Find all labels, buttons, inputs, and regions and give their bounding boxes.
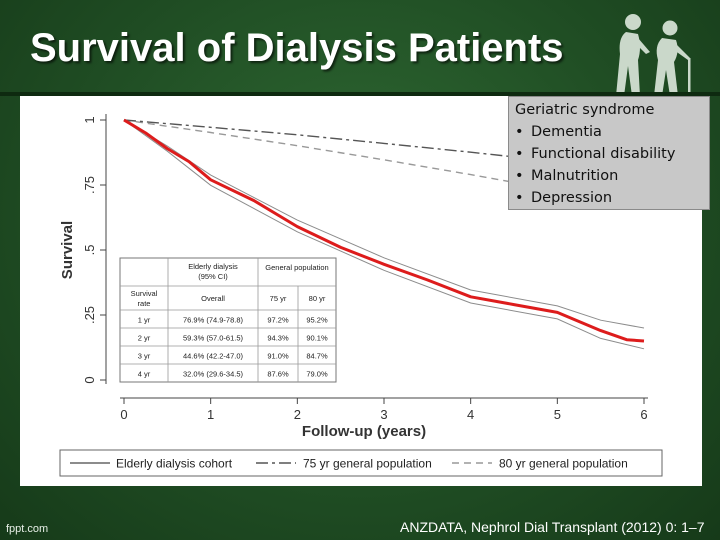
table-cell: 79.0%: [306, 370, 328, 379]
table-cell: 91.0%: [267, 352, 289, 361]
x-tick-label: 0: [120, 407, 127, 422]
footer-citation: ANZDATA, Nephrol Dial Transplant (2012) …: [400, 519, 705, 535]
table-cell: 94.3%: [267, 334, 289, 343]
x-tick-label: 6: [640, 407, 647, 422]
y-tick-label: .5: [82, 245, 97, 256]
y-tick-label: .25: [82, 306, 97, 324]
x-tick-label: 3: [380, 407, 387, 422]
table-column-header: 80 yr: [309, 294, 326, 303]
info-heading: Geriatric syndrome: [515, 102, 655, 118]
x-tick-label: 1: [207, 407, 214, 422]
table-cell: 2 yr: [138, 334, 151, 343]
syndrome-item: • Depression: [515, 190, 613, 206]
table-cell: 84.7%: [306, 352, 328, 361]
table-group-header: Elderly dialysis: [188, 262, 238, 271]
y-tick-label: .75: [82, 176, 97, 194]
x-tick-label: 2: [294, 407, 301, 422]
table-group-header: (95% CI): [198, 272, 228, 281]
x-axis-label: Follow-up (years): [302, 423, 426, 440]
survival-chart: 0 .25 .5 .75 1 0 1 2 3 4 5 6 Survival Follow-up (year…: [59, 114, 663, 477]
syndrome-item: • Dementia: [515, 124, 602, 140]
ci-lower-line: [123, 119, 645, 350]
x-tick-label: 4: [467, 407, 474, 422]
legend-label-dialysis: Elderly dialysis cohort: [116, 457, 233, 471]
table-cell: 1 yr: [138, 316, 151, 325]
table-column-header: rate: [138, 299, 151, 308]
syndrome-item: • Malnutrition: [515, 168, 619, 184]
survival-table: [119, 257, 337, 383]
series-75yr-line: [123, 119, 645, 173]
table-cell: 90.1%: [306, 334, 328, 343]
table-cell: 59.3% (57.0-61.5): [183, 334, 244, 343]
y-axis-label: Survival: [59, 221, 76, 279]
legend-label-75yr: 75 yr general population: [303, 457, 432, 471]
table-cell: 95.2%: [306, 316, 328, 325]
footer-brand: fppt.com: [6, 523, 49, 535]
legend-label-80yr: 80 yr general population: [499, 457, 628, 471]
legend-box: [59, 449, 663, 477]
geriatric-syndrome-box: Geriatric syndrome • Dementia • Functional…: [508, 96, 710, 210]
table-column-header: 75 yr: [270, 294, 287, 303]
table-cell: 76.9% (74.9-78.8): [183, 316, 244, 325]
table-cell: 97.2%: [267, 316, 289, 325]
table-column-header: Overall: [201, 294, 225, 303]
table-group-header: General population: [265, 263, 328, 272]
x-tick-label: 5: [554, 407, 561, 422]
title-divider: [0, 92, 720, 96]
syndrome-list: • Dementia • Functional disability • Malnut…: [515, 121, 703, 209]
syndrome-item: • Functional disability: [515, 146, 676, 162]
table-cell: 44.6% (42.2-47.0): [183, 352, 244, 361]
table-cell: 4 yr: [138, 370, 151, 379]
elderly-couple-icon: [616, 14, 691, 96]
series-dialysis-line: [123, 118, 645, 343]
table-column-header: Survival: [131, 289, 158, 298]
table-cell: 32.0% (29.6-34.5): [183, 370, 244, 379]
table-cell: 3 yr: [138, 352, 151, 361]
table-cell: 87.6%: [267, 370, 289, 379]
slide-title: Survival of Dialysis Patients: [30, 26, 564, 70]
y-tick-label: 0: [82, 376, 97, 383]
y-tick-label: 1: [82, 116, 97, 123]
